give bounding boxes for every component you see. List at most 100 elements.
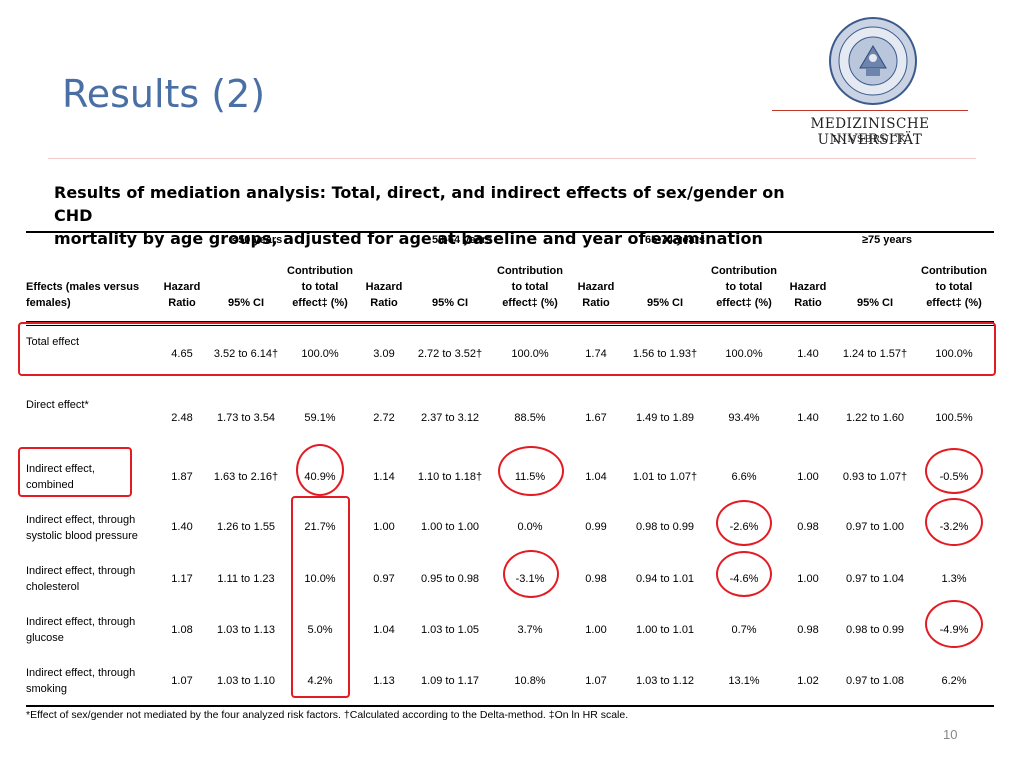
hazard-ratio-cell: 3.09 xyxy=(373,348,395,360)
ci-cell: 0.97 to 1.04 xyxy=(845,573,905,585)
hazard-ratio-cell: 1.00 xyxy=(373,521,395,533)
slide-title: Results (2) xyxy=(62,72,266,116)
hazard-ratio-cell: 2.48 xyxy=(171,412,193,424)
row-label-line-1: Indirect effect, through xyxy=(26,514,136,526)
contrib-header-3: effect‡ (%) xyxy=(502,297,558,309)
row-label-line-2: smoking xyxy=(26,683,67,695)
highlight-contrib-column xyxy=(291,496,350,698)
highlight-circle-neg0-5 xyxy=(925,448,983,494)
hazard-ratio-cell: 1.07 xyxy=(585,675,607,687)
row-label: Direct effect* xyxy=(26,397,89,413)
contrib-header-2: to total xyxy=(725,281,763,293)
contribution-cell: 100.0% xyxy=(935,348,973,360)
ci-cell: 1.49 to 1.89 xyxy=(635,412,695,424)
highlight-circle-neg4-9 xyxy=(925,600,983,648)
hr-header: Hazard xyxy=(163,281,201,293)
page-number: 10 xyxy=(943,727,958,742)
hazard-ratio-cell: 1.00 xyxy=(797,573,819,585)
contrib-header-3: effect‡ (%) xyxy=(292,297,348,309)
table-caption: Results of mediation analysis: Total, di… xyxy=(54,181,814,250)
ci-cell: 0.93 to 1.07† xyxy=(842,471,908,483)
hr-header: Hazard xyxy=(577,281,615,293)
row-label: Indirect effect, through cholesterol xyxy=(26,563,135,595)
ci-cell: 1.11 to 1.23 xyxy=(217,573,275,585)
table-bottom-rule xyxy=(26,705,994,707)
highlight-circle-neg3-1 xyxy=(503,550,559,598)
hazard-ratio-cell: 1.00 xyxy=(585,624,607,636)
contribution-cell: 21.7% xyxy=(304,521,336,533)
ci-cell: 1.10 to 1.18† xyxy=(417,471,483,483)
hr-header-sub: Ratio xyxy=(370,297,398,309)
hazard-ratio-cell: 1.40 xyxy=(171,521,193,533)
hazard-ratio-cell: 1.67 xyxy=(585,412,607,424)
contribution-cell: 6.2% xyxy=(941,675,967,687)
hr-header: Hazard xyxy=(365,281,403,293)
row-label-line-1: Direct effect* xyxy=(26,399,89,411)
row-label: Indirect effect, combined xyxy=(26,461,95,493)
ci-cell: 1.63 to 2.16† xyxy=(213,471,279,483)
contrib-header-3: effect‡ (%) xyxy=(926,297,982,309)
hazard-ratio-cell: 1.02 xyxy=(797,675,819,687)
contrib-header: Contribution xyxy=(287,265,353,277)
hazard-ratio-cell: 1.07 xyxy=(171,675,193,687)
contribution-cell: 10.8% xyxy=(514,675,546,687)
contrib-header-3: effect‡ (%) xyxy=(716,297,772,309)
hazard-ratio-cell: 0.97 xyxy=(373,573,395,585)
highlight-total-effect xyxy=(18,322,996,376)
ci-cell: 1.22 to 1.60 xyxy=(845,412,905,424)
ci-cell: 1.03 to 1.05 xyxy=(420,624,480,636)
logo-name: MEDIZINISCHE UNIVERSITÄT xyxy=(810,116,930,148)
row-label: Indirect effect, through smoking xyxy=(26,665,135,697)
table-footnote: *Effect of sex/gender not mediated by th… xyxy=(26,709,629,721)
ci-cell: 1.03 to 1.12 xyxy=(635,675,695,687)
effects-header-sub: females) xyxy=(26,297,71,309)
row-label-line-1: Indirect effect, xyxy=(26,463,95,475)
university-seal-icon xyxy=(829,17,917,105)
ci-cell: 0.98 to 0.99 xyxy=(845,624,905,636)
row-label: Indirect effect, through glucose xyxy=(26,614,135,646)
contribution-cell: 1.3% xyxy=(941,573,967,585)
hr-header-sub: Ratio xyxy=(794,297,822,309)
contribution-cell: 100.5% xyxy=(935,412,973,424)
contrib-header: Contribution xyxy=(921,265,987,277)
ci-cell: 0.98 to 0.99 xyxy=(635,521,695,533)
hr-header-sub: Ratio xyxy=(582,297,610,309)
ci-header: 95% CI xyxy=(431,297,469,309)
hazard-ratio-cell: 1.04 xyxy=(373,624,395,636)
hazard-ratio-cell: 1.87 xyxy=(171,471,193,483)
university-logo: MEDIZINISCHE UNIVERSITÄT INNSBRUCK xyxy=(762,16,978,156)
contribution-cell: 88.5% xyxy=(514,412,546,424)
contribution-cell: 10.0% xyxy=(304,573,336,585)
highlight-circle-neg2-6 xyxy=(716,500,772,546)
ci-cell: 0.95 to 0.98 xyxy=(420,573,480,585)
contribution-cell: 4.2% xyxy=(307,675,333,687)
effects-header: Effects (males versus xyxy=(26,281,140,293)
hazard-ratio-cell: 4.65 xyxy=(171,348,193,360)
hazard-ratio-cell: 0.99 xyxy=(585,521,607,533)
ci-cell: 1.01 to 1.07† xyxy=(632,471,698,483)
contrib-header-2: to total xyxy=(301,281,339,293)
age-group-header-1: 50-64 years xyxy=(432,234,492,246)
header-bottom-rule-2 xyxy=(26,325,994,326)
contrib-header-2: to total xyxy=(935,281,973,293)
hazard-ratio-cell: 1.13 xyxy=(373,675,395,687)
highlight-circle-11-5 xyxy=(498,446,564,496)
hazard-ratio-cell: 1.00 xyxy=(797,471,819,483)
row-label-line-1: Indirect effect, through xyxy=(26,616,136,628)
ci-cell: 0.97 to 1.00 xyxy=(845,521,905,533)
caption-line-2: mortality by age groups, adjusted for ag… xyxy=(54,229,763,248)
logo-divider xyxy=(772,110,968,111)
ci-cell: 1.73 to 3.54 xyxy=(216,412,276,424)
contribution-cell: 6.6% xyxy=(731,471,757,483)
row-label-line-2: glucose xyxy=(26,632,64,644)
ci-header: 95% CI xyxy=(227,297,265,309)
ci-header: 95% CI xyxy=(646,297,684,309)
highlight-circle-40-9 xyxy=(296,444,344,496)
ci-cell: 0.94 to 1.01 xyxy=(635,573,695,585)
ci-cell: 1.09 to 1.17 xyxy=(420,675,480,687)
contribution-cell: 5.0% xyxy=(307,624,333,636)
ci-header: 95% CI xyxy=(856,297,894,309)
contrib-header: Contribution xyxy=(497,265,563,277)
logo-city: INNSBRUCK xyxy=(832,134,908,145)
contrib-header-2: to total xyxy=(511,281,549,293)
